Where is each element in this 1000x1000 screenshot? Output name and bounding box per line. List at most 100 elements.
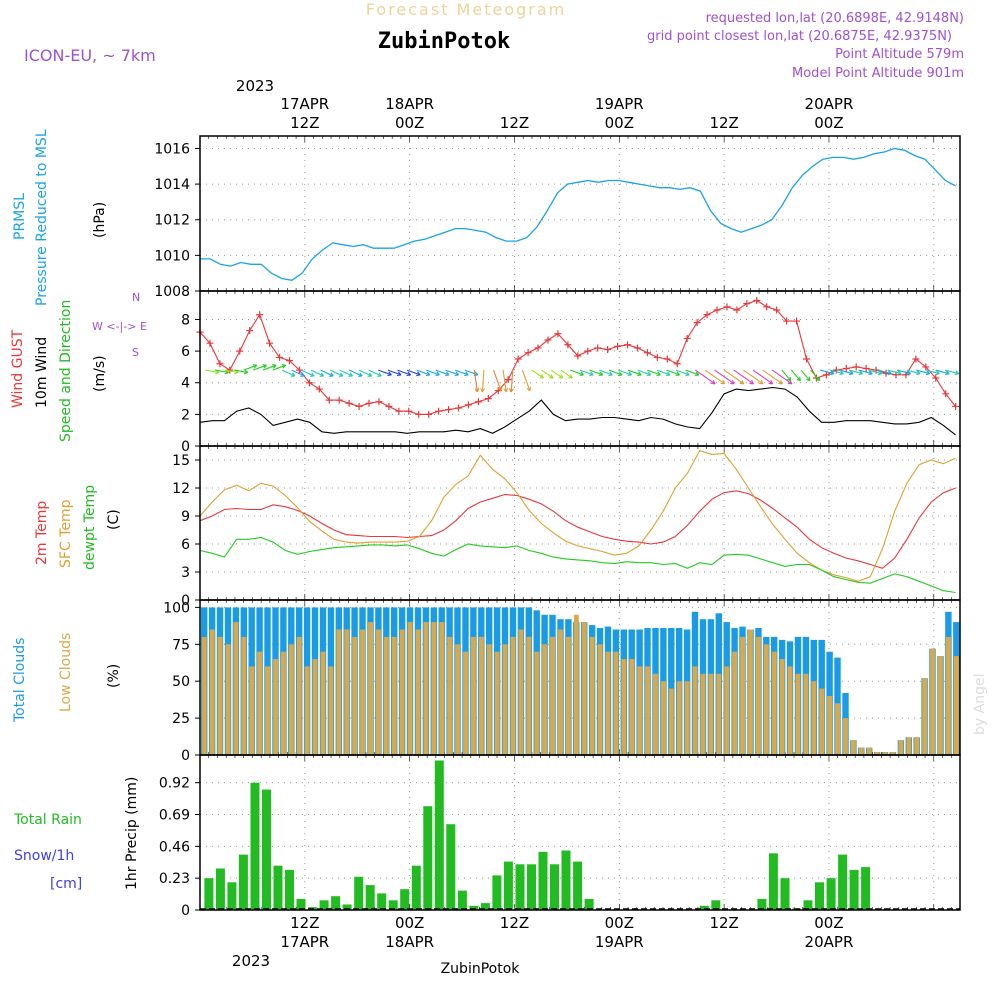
top-date-label: 18APR bbox=[385, 95, 434, 113]
pressure-frame bbox=[199, 135, 961, 292]
ytick-label: 0.92 bbox=[159, 776, 190, 792]
gust-point bbox=[743, 300, 751, 308]
wind-arrow-head bbox=[877, 370, 883, 376]
low-cloud-bar bbox=[217, 636, 223, 755]
bottom-time-label: 00Z bbox=[395, 914, 424, 932]
wind-arrow-head bbox=[806, 376, 811, 382]
wind-arrow-head bbox=[290, 372, 296, 377]
low-cloud-bar bbox=[257, 651, 263, 755]
wind-arrow-head bbox=[243, 369, 249, 375]
wind-arrow-head bbox=[739, 380, 745, 385]
ytick-label: 1016 bbox=[154, 141, 190, 157]
wind-arrow bbox=[916, 369, 930, 375]
top-date-label: 20APR bbox=[805, 95, 854, 113]
gust-point bbox=[773, 306, 781, 314]
wind-arrow bbox=[473, 370, 478, 392]
rain-bar bbox=[480, 903, 490, 910]
wind-arrow bbox=[368, 369, 382, 377]
wind-arrow-head bbox=[272, 364, 277, 369]
wind-arrow bbox=[820, 369, 834, 375]
wind-arrow bbox=[868, 369, 882, 375]
rain-bar bbox=[377, 893, 387, 910]
wind-arrow bbox=[492, 369, 502, 391]
temperature-panel: 0 3 6 9 12 15 bbox=[172, 446, 961, 609]
rain-bar bbox=[204, 878, 214, 910]
low-cloud-bar bbox=[882, 752, 888, 755]
wind-arrow bbox=[253, 364, 267, 371]
wind-arrow-head bbox=[954, 370, 960, 376]
wind-arrow-head bbox=[685, 371, 690, 377]
low-cloud-bar bbox=[360, 629, 365, 755]
gust-point bbox=[445, 406, 453, 414]
rain-bar bbox=[319, 900, 329, 910]
gust-point bbox=[544, 336, 552, 344]
low-cloud-bar bbox=[304, 666, 310, 755]
gust-point bbox=[216, 360, 224, 368]
gust-point bbox=[425, 410, 433, 418]
compass-s: S bbox=[132, 346, 139, 359]
wind-arrow-head bbox=[329, 372, 334, 377]
wind-arrow-head bbox=[480, 388, 485, 393]
rain-bar bbox=[285, 869, 294, 910]
wind-arrow bbox=[762, 369, 783, 385]
rain-bar bbox=[262, 789, 271, 910]
ytick-label: 8 bbox=[181, 312, 190, 328]
low-cloud-bar bbox=[296, 636, 302, 755]
ytick-label: 25 bbox=[172, 711, 190, 727]
dew-label: dewpt Temp bbox=[82, 485, 98, 570]
wind-arrow-head bbox=[568, 374, 573, 379]
ytick-label: 2 bbox=[181, 407, 190, 423]
rain-bar bbox=[238, 854, 248, 910]
ytick-label: 50 bbox=[172, 674, 190, 690]
top-time-label: 00Z bbox=[395, 114, 424, 132]
cloud-unit: (%) bbox=[106, 664, 122, 688]
rain-bar bbox=[527, 864, 536, 910]
gust-point bbox=[653, 353, 661, 361]
wind-arrow bbox=[224, 369, 239, 374]
wind-arrow-head bbox=[464, 371, 469, 377]
ytick-label: 75 bbox=[172, 637, 190, 653]
wind-arrow bbox=[599, 369, 613, 376]
low-cloud-bar bbox=[486, 644, 492, 755]
ytick-label: 12 bbox=[172, 481, 190, 497]
wind-unit: (m/s) bbox=[92, 355, 108, 392]
low-cloud-bar bbox=[336, 629, 342, 755]
wind-arrow bbox=[560, 369, 573, 379]
low-cloud-bar bbox=[447, 636, 453, 755]
wind-arrow-head bbox=[868, 370, 873, 376]
low-cloud-bar bbox=[415, 629, 421, 755]
low-cloud-bar bbox=[368, 622, 373, 755]
rain-bar bbox=[861, 867, 871, 910]
low-cloud-bar bbox=[265, 666, 270, 755]
wind-arrow-head bbox=[406, 371, 412, 377]
low-cloud-bar bbox=[803, 673, 809, 755]
wind-arrow-head bbox=[435, 371, 440, 377]
gust-point bbox=[315, 385, 323, 393]
wind-arrow-head bbox=[281, 364, 287, 369]
wind-arrow-head bbox=[454, 371, 460, 377]
rain-bar bbox=[400, 889, 410, 910]
pressure-label-2: Pressure Reduced to MSL bbox=[34, 129, 50, 306]
wind-arrow-head bbox=[309, 372, 315, 377]
wind-arrow bbox=[637, 369, 651, 376]
low-cloud-bar bbox=[328, 666, 334, 755]
gust-point bbox=[325, 396, 333, 404]
low-cloud-bar bbox=[756, 636, 761, 755]
wind-arrow bbox=[723, 369, 745, 385]
wind-arrow bbox=[839, 369, 854, 375]
year-bottom: 2023 bbox=[232, 952, 270, 970]
snow-unit-label: [cm] bbox=[50, 876, 82, 892]
top-date-label: 17APR bbox=[280, 95, 329, 113]
low-cloud-bar bbox=[946, 636, 951, 755]
wind-arrow-head bbox=[598, 371, 604, 377]
low-cloud-bar bbox=[668, 688, 674, 755]
low-cloud-bar bbox=[312, 659, 318, 755]
wind-arrow bbox=[281, 369, 296, 377]
gust-point bbox=[822, 371, 830, 379]
watermark: by Angel bbox=[972, 674, 988, 735]
wind-arrow-head bbox=[906, 370, 911, 376]
wind-arrow bbox=[502, 370, 507, 392]
bottom-time-label: 12Z bbox=[709, 914, 738, 932]
